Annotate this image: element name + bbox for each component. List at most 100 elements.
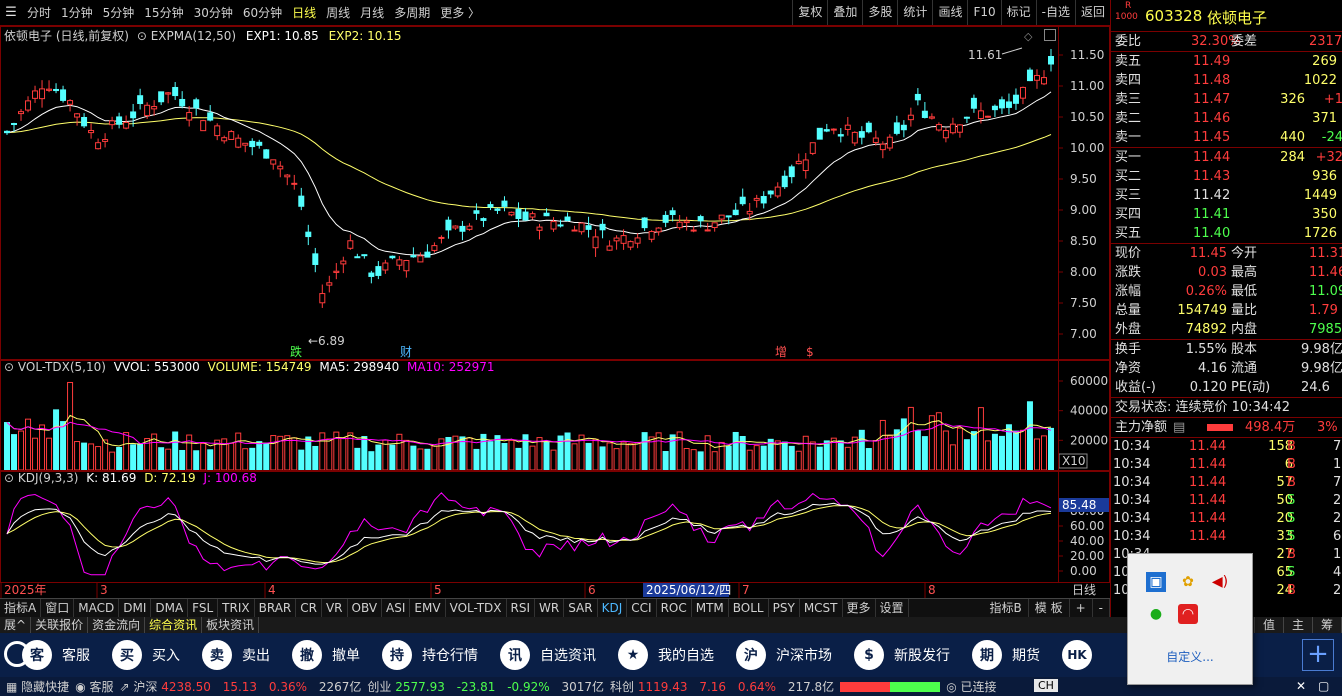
tool-button-6[interactable]: 标记 bbox=[1000, 0, 1036, 25]
indicator-tab-10[interactable]: OBV bbox=[348, 599, 383, 617]
event-marker-1[interactable]: 财 bbox=[400, 345, 412, 359]
period-tab-9[interactable]: 多周期 bbox=[394, 5, 431, 20]
indicator-right-tab-0[interactable]: 指标B bbox=[984, 599, 1029, 617]
ime-indicator[interactable]: CH bbox=[1034, 679, 1058, 692]
tool-button-7[interactable]: -自选 bbox=[1035, 0, 1075, 25]
event-marker-3[interactable]: $ bbox=[806, 345, 814, 359]
cy-index[interactable]: 创业 2577.93 -23.81 -0.92% 3017亿 bbox=[367, 678, 604, 695]
nav-item-4[interactable]: 持持仓行情 bbox=[382, 640, 478, 670]
tool-button-3[interactable]: 统计 bbox=[897, 0, 932, 25]
ime-app-icon[interactable]: ✿ bbox=[1182, 574, 1194, 590]
network-app-icon[interactable]: ▣ bbox=[1146, 572, 1166, 592]
indicator-tab-22[interactable]: PSY bbox=[769, 599, 800, 617]
indicator-tab-13[interactable]: VOL-TDX bbox=[446, 599, 507, 617]
menu-icon[interactable]: ☰ bbox=[5, 5, 17, 20]
period-tab-7[interactable]: 周线 bbox=[326, 5, 351, 20]
kc-index[interactable]: 科创 1119.43 7.16 0.64% 217.8亿 bbox=[610, 678, 834, 695]
nav-item-10[interactable]: HK bbox=[1062, 640, 1102, 670]
period-tab-5[interactable]: 60分钟 bbox=[242, 5, 283, 20]
add-icon[interactable]: + bbox=[1302, 639, 1334, 671]
info-tab-2[interactable]: 资金流向 bbox=[88, 617, 146, 633]
indicator-tab-2[interactable]: MACD bbox=[74, 599, 120, 617]
info-tab-0[interactable]: 展^ bbox=[0, 617, 32, 633]
tool-button-5[interactable]: F10 bbox=[967, 0, 1000, 25]
indicator-tab-0[interactable]: 指标A bbox=[0, 599, 42, 617]
tool-button-4[interactable]: 画线 bbox=[932, 0, 967, 25]
indicator-right-tab-1[interactable]: 模 板 bbox=[1029, 599, 1070, 617]
info-right-tab-4[interactable]: 筹 bbox=[1313, 617, 1342, 633]
list-icon[interactable]: ▤ bbox=[1173, 420, 1186, 435]
indicator-right-tab-3[interactable]: - bbox=[1093, 599, 1110, 617]
volume-bar bbox=[725, 445, 732, 471]
period-tab-3[interactable]: 15分钟 bbox=[144, 5, 184, 20]
indicator-tab-4[interactable]: DMA bbox=[151, 599, 189, 617]
nav-item-5[interactable]: 讯自选资讯 bbox=[500, 640, 596, 670]
indicator-tab-19[interactable]: ROC bbox=[657, 599, 692, 617]
indicator-tab-5[interactable]: FSL bbox=[188, 599, 219, 617]
hide-shortcut[interactable]: ▦ 隐藏快捷 bbox=[6, 678, 69, 695]
nav-item-6[interactable]: ★ 我的自选 bbox=[618, 640, 714, 670]
event-marker-0[interactable]: 跌 bbox=[290, 344, 302, 359]
indicator-tab-11[interactable]: ASI bbox=[382, 599, 411, 617]
tool-button-2[interactable]: 多股 bbox=[862, 0, 897, 25]
sh-index[interactable]: ⇗ 沪深 4238.50 15.13 0.36% 2267亿 bbox=[120, 678, 362, 695]
indicator-tab-14[interactable]: RSI bbox=[507, 599, 536, 617]
close-icon[interactable]: ✕ bbox=[1296, 679, 1307, 693]
chart-canvas[interactable]: 11.50 11.00 10.50 10.00 9.50 9.00 8.50 8.00 7.50… bbox=[0, 26, 1110, 598]
nav-item-1[interactable]: 买买入 bbox=[112, 640, 180, 670]
tool-button-1[interactable]: 叠加 bbox=[827, 0, 862, 25]
period-tab-6[interactable]: 日线 bbox=[292, 5, 317, 20]
headset-icon[interactable] bbox=[4, 641, 30, 667]
indicator-tab-16[interactable]: SAR bbox=[564, 599, 598, 617]
indicator-tab-7[interactable]: BRAR bbox=[255, 599, 297, 617]
indicator-tab-3[interactable]: DMI bbox=[119, 599, 152, 617]
indicator-tab-12[interactable]: EMV bbox=[410, 599, 446, 617]
candle-body bbox=[116, 116, 123, 125]
tool-button-0[interactable]: 复权 bbox=[792, 0, 827, 25]
indicator-tab-24[interactable]: 更多 bbox=[843, 599, 876, 617]
nav-item-8[interactable]: $ 新股发行 bbox=[854, 640, 950, 670]
indicator-tab-18[interactable]: CCI bbox=[627, 599, 657, 617]
indicator-tab-25[interactable]: 设置 bbox=[876, 599, 909, 617]
info-tab-3[interactable]: 综合资讯 bbox=[145, 617, 203, 633]
buy-price: 11.41 bbox=[1193, 207, 1231, 222]
red-app-icon[interactable]: ◠ bbox=[1178, 604, 1198, 624]
maximize-icon[interactable] bbox=[1044, 29, 1056, 41]
event-marker-2[interactable]: 增 bbox=[775, 345, 787, 359]
candle-body bbox=[557, 224, 564, 227]
nav-item-2[interactable]: 卖卖出 bbox=[202, 640, 270, 670]
period-tab-2[interactable]: 5分钟 bbox=[102, 5, 135, 20]
nav-item-0[interactable]: 客客服 bbox=[22, 640, 90, 670]
indicator-tab-15[interactable]: WR bbox=[535, 599, 565, 617]
indicator-tab-17[interactable]: KDJ bbox=[598, 599, 628, 617]
indicator-tab-1[interactable]: 窗口 bbox=[41, 599, 75, 617]
diamond-icon[interactable]: ◇ bbox=[1024, 30, 1033, 43]
period-tab-10[interactable]: 更多 〉 bbox=[440, 5, 481, 20]
period-tab-1[interactable]: 1分钟 bbox=[61, 5, 93, 20]
stock-name[interactable]: 依顿电子 bbox=[1207, 9, 1268, 27]
indicator-tab-23[interactable]: MCST bbox=[800, 599, 843, 617]
stock-code[interactable]: 603328 bbox=[1145, 7, 1203, 25]
indicator-tab-21[interactable]: BOLL bbox=[729, 599, 769, 617]
wechat-icon[interactable]: ● bbox=[1149, 606, 1163, 622]
window-icon[interactable]: ▢ bbox=[1318, 679, 1330, 693]
indicator-tab-9[interactable]: VR bbox=[322, 599, 348, 617]
tool-button-8[interactable]: 返回 bbox=[1074, 0, 1110, 25]
speaker-icon[interactable]: ◀) bbox=[1211, 574, 1229, 590]
info-right-tab-3[interactable]: 主 bbox=[1284, 617, 1313, 633]
info-right-tab-2[interactable]: 值 bbox=[1255, 617, 1284, 633]
info-tab-4[interactable]: 板块资讯 bbox=[202, 617, 260, 633]
indicator-tab-20[interactable]: MTM bbox=[692, 599, 729, 617]
service-link[interactable]: ◉ 客服 bbox=[75, 678, 113, 695]
info-tab-1[interactable]: 关联报价 bbox=[31, 617, 89, 633]
nav-item-7[interactable]: 沪沪深市场 bbox=[736, 640, 832, 670]
customize-link[interactable]: 自定义... bbox=[1128, 648, 1252, 665]
period-tab-4[interactable]: 30分钟 bbox=[193, 5, 233, 20]
period-tab-0[interactable]: 分时 bbox=[27, 5, 52, 20]
indicator-tab-8[interactable]: CR bbox=[296, 599, 322, 617]
indicator-tab-6[interactable]: TRIX bbox=[218, 599, 255, 617]
nav-item-9[interactable]: 期期货 bbox=[972, 640, 1040, 670]
period-tab-8[interactable]: 月线 bbox=[360, 5, 385, 20]
indicator-right-tab-2[interactable]: + bbox=[1070, 599, 1093, 617]
nav-item-3[interactable]: 撤撤单 bbox=[292, 640, 360, 670]
